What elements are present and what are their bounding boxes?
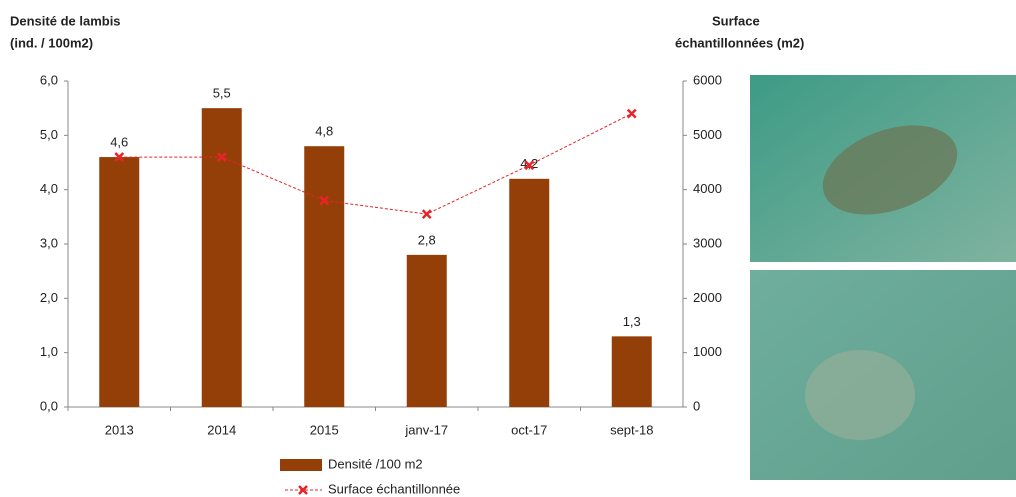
y-axis-title: (ind. / 100m2) <box>10 35 93 50</box>
y2-axis-title: échantillonnées (m2) <box>675 35 804 50</box>
y2-tick-label: 4000 <box>693 181 722 196</box>
data-label: 4,6 <box>110 135 128 150</box>
bar <box>201 108 242 408</box>
legend-marker <box>298 485 308 495</box>
marker <box>216 152 227 162</box>
x-tick-label: oct-17 <box>511 422 547 437</box>
data-label: 1,3 <box>623 314 641 329</box>
data-label: 5,5 <box>213 86 231 101</box>
bar <box>99 157 140 407</box>
y-tick-label: 6,0 <box>40 72 58 87</box>
data-label: 2,8 <box>418 232 436 247</box>
legend-label: Surface échantillonnée <box>328 481 460 496</box>
bar <box>304 146 345 407</box>
x-tick-label: 2014 <box>207 422 236 437</box>
y2-tick-label: 0 <box>693 398 700 413</box>
y2-tick-label: 2000 <box>693 290 722 305</box>
y-tick-label: 4,0 <box>40 181 58 196</box>
bar <box>406 254 447 407</box>
marker <box>319 195 330 206</box>
marker <box>114 152 125 162</box>
marker <box>524 160 535 171</box>
y-axis-title: Densité de lambis <box>10 13 121 28</box>
y-tick-label: 1,0 <box>40 344 58 359</box>
data-label: 4,8 <box>315 124 333 139</box>
y2-tick-label: 1000 <box>693 344 722 359</box>
line <box>119 113 632 215</box>
x-tick-label: sept-18 <box>610 422 653 437</box>
legend-swatch <box>280 459 322 471</box>
y-tick-label: 5,0 <box>40 127 58 142</box>
bar <box>509 178 550 407</box>
y-tick-label: 0,0 <box>40 398 58 413</box>
photo <box>750 75 1016 480</box>
y-tick-label: 3,0 <box>40 235 58 250</box>
x-tick-label: 2013 <box>105 422 134 437</box>
y2-tick-label: 5000 <box>693 127 722 142</box>
bar <box>611 336 652 407</box>
x-tick-label: janv-17 <box>404 422 448 437</box>
marker <box>626 108 637 119</box>
legend-label: Densité /100 m2 <box>328 456 423 471</box>
y2-tick-label: 3000 <box>693 235 722 250</box>
y2-tick-label: 6000 <box>693 72 722 87</box>
x-tick-label: 2015 <box>310 422 339 437</box>
marker <box>421 209 432 220</box>
y2-axis-title: Surface <box>712 13 760 28</box>
y-tick-label: 2,0 <box>40 290 58 305</box>
